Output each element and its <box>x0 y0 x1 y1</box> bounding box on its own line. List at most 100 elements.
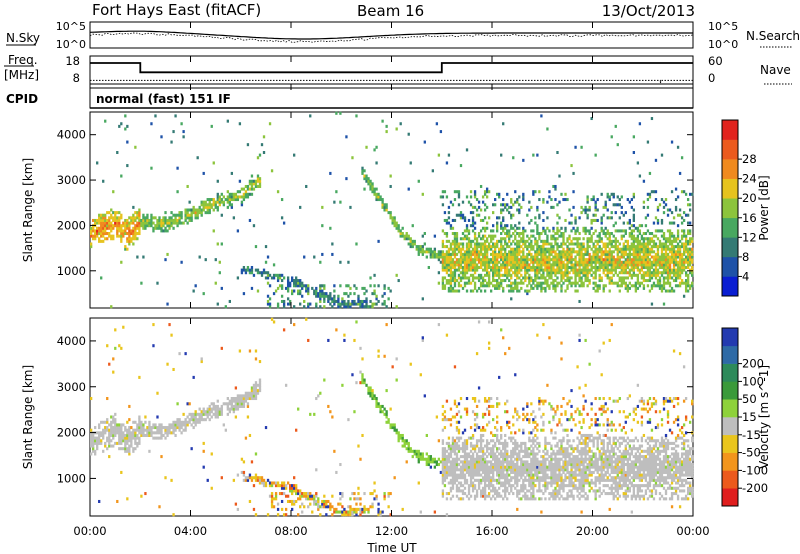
heatmap-cell <box>202 171 205 175</box>
heatmap-cell <box>487 478 491 482</box>
heatmap-cell <box>481 284 485 288</box>
heatmap-cell <box>104 221 107 225</box>
heatmap-cell <box>604 234 607 238</box>
heatmap-cell <box>128 239 131 243</box>
heatmap-cell <box>451 439 455 443</box>
heatmap-cell <box>688 284 692 288</box>
heatmap-cell <box>94 426 97 430</box>
heatmap-cell <box>453 452 457 456</box>
heatmap-cell <box>489 447 493 451</box>
heatmap-cell <box>471 239 475 243</box>
heatmap-cell <box>680 190 684 194</box>
heatmap-cell <box>602 242 605 246</box>
heatmap-cell <box>433 252 437 256</box>
heatmap-cell <box>504 468 507 472</box>
heatmap-cell <box>359 510 362 514</box>
heatmap-cell <box>349 292 352 296</box>
heatmap-cell <box>662 232 666 236</box>
heatmap-cell <box>337 510 340 514</box>
heatmap-cell <box>578 273 581 277</box>
heatmap-cell <box>136 216 139 220</box>
heatmap-cell <box>463 237 467 241</box>
heatmap-cell <box>620 211 623 215</box>
heatmap-cell <box>610 216 613 220</box>
heatmap-cell <box>520 245 523 249</box>
heatmap-cell <box>489 245 493 249</box>
heatmap-cell <box>397 436 400 440</box>
heatmap-cell <box>582 260 585 264</box>
heatmap-cell <box>198 407 201 411</box>
heatmap-cell <box>278 284 282 288</box>
heatmap-cell <box>369 305 372 309</box>
heatmap-cell <box>357 444 360 448</box>
heatmap-cell <box>184 216 187 220</box>
heatmap-cell <box>636 268 640 272</box>
heatmap-cell <box>463 478 467 482</box>
heatmap-cell <box>477 468 481 472</box>
heatmap-cell <box>498 247 501 251</box>
heatmap-cell <box>114 420 117 424</box>
heatmap-cell <box>337 502 340 506</box>
heatmap-cell <box>469 252 473 256</box>
heatmap-cell <box>638 122 642 126</box>
heatmap-cell <box>612 263 615 267</box>
heatmap-cell <box>405 237 408 241</box>
heatmap-cell <box>134 224 137 228</box>
heatmap-cell <box>532 192 535 196</box>
heatmap-cell <box>660 221 664 225</box>
heatmap-cell <box>411 224 414 228</box>
heatmap-cell <box>214 412 217 416</box>
heatmap-cell <box>626 247 629 251</box>
heatmap-cell <box>453 457 457 461</box>
heatmap-cell <box>506 232 509 236</box>
heatmap-cell <box>604 250 607 254</box>
heatmap-cell <box>252 386 256 390</box>
heatmap-cell <box>492 478 495 482</box>
heatmap-cell <box>622 255 625 259</box>
heatmap-cell <box>614 203 617 207</box>
heatmap-cell <box>680 252 684 256</box>
heatmap-cell <box>485 255 489 259</box>
heatmap-cell <box>379 407 382 411</box>
heatmap-cell <box>297 492 300 496</box>
heatmap-cell <box>496 460 499 464</box>
heatmap-cell <box>622 279 625 283</box>
heatmap-cell <box>636 252 640 256</box>
heatmap-cell <box>544 281 547 285</box>
heatmap-cell <box>256 476 260 480</box>
heatmap-cell <box>445 281 449 285</box>
heatmap-cell <box>359 381 362 385</box>
heatmap-cell <box>544 232 547 236</box>
heatmap-cell <box>150 431 153 435</box>
heatmap-cell <box>469 494 473 498</box>
heatmap-cell <box>453 279 457 283</box>
heatmap-cell <box>401 226 404 230</box>
heatmap-cell <box>102 221 105 225</box>
heatmap-cell <box>248 394 252 398</box>
heatmap-cell <box>610 255 613 259</box>
heatmap-cell <box>540 258 543 262</box>
heatmap-cell <box>602 229 605 233</box>
heatmap-cell <box>508 268 511 272</box>
heatmap-cell <box>319 513 322 517</box>
heatmap-cell <box>656 237 660 241</box>
heatmap-cell <box>650 239 654 243</box>
heatmap-cell <box>276 481 280 485</box>
heatmap-cell <box>578 284 581 288</box>
heatmap-cell <box>112 436 115 440</box>
heatmap-cell <box>286 284 290 288</box>
heatmap-cell <box>516 263 519 267</box>
heatmap-cell <box>612 250 615 254</box>
heatmap-cell <box>662 281 666 285</box>
heatmap-cell <box>313 502 316 506</box>
heatmap-cell <box>514 263 517 267</box>
heatmap-cell <box>284 286 288 290</box>
heatmap-cell <box>403 441 406 445</box>
heatmap-cell <box>544 268 547 272</box>
heatmap-cell <box>628 247 631 251</box>
heatmap-cell <box>321 502 324 506</box>
heatmap-cell <box>471 276 475 280</box>
heatmap-cell <box>688 255 692 259</box>
heatmap-cell <box>108 232 111 236</box>
heatmap-cell <box>538 260 541 264</box>
